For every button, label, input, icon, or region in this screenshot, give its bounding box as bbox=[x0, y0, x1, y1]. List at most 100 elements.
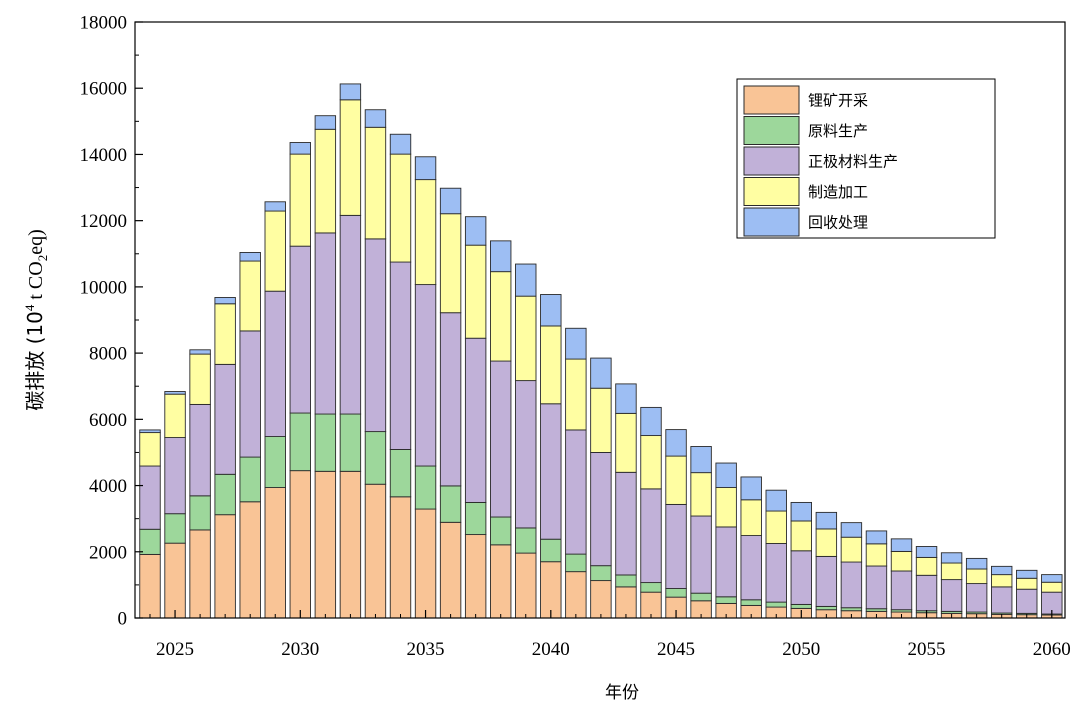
bar-segment bbox=[1016, 569, 1038, 579]
bar-segment bbox=[690, 515, 712, 594]
bar-segment bbox=[840, 607, 863, 612]
y-tick-label: 8000 bbox=[89, 344, 127, 365]
bar-segment bbox=[189, 353, 211, 405]
bar-segment bbox=[264, 290, 286, 438]
bar-segment bbox=[314, 115, 337, 130]
bar-segment bbox=[139, 432, 161, 467]
y-axis: 0 2000 4000 6000 8000 10000 12000 14000 16000 180… bbox=[80, 13, 143, 630]
bar-segment bbox=[339, 470, 362, 619]
bar-segment bbox=[765, 601, 787, 608]
bar-segment bbox=[314, 232, 337, 415]
bar-segment bbox=[139, 553, 161, 619]
bar-segment bbox=[765, 510, 787, 544]
bar-segment bbox=[289, 470, 311, 619]
bar-segment bbox=[189, 349, 211, 355]
x-axis-title: 年份 bbox=[605, 683, 639, 703]
bar-segment bbox=[840, 522, 863, 538]
bar-segment bbox=[590, 357, 612, 389]
bar-segment bbox=[565, 429, 587, 555]
bar-segment bbox=[840, 561, 863, 609]
x-tick-label: 2025 bbox=[156, 639, 194, 660]
bar-segment bbox=[640, 435, 662, 490]
bar-segment bbox=[189, 403, 211, 497]
bar-segment bbox=[464, 337, 487, 503]
bar-segment bbox=[339, 214, 362, 415]
bar-segment bbox=[239, 330, 261, 458]
bar-segment bbox=[314, 128, 337, 234]
x-axis: 2025 2030 2035 2040 2045 2050 2055 2060 bbox=[149, 610, 1071, 660]
bar-segment bbox=[464, 501, 487, 536]
bar-segment bbox=[815, 555, 838, 607]
legend-label: 制造加工 bbox=[808, 183, 868, 201]
legend-label: 回收处理 bbox=[808, 214, 868, 232]
bar-segment bbox=[665, 588, 687, 598]
bar-segment bbox=[414, 465, 437, 510]
x-tick-label: 2055 bbox=[908, 639, 946, 660]
x-tick-label: 2045 bbox=[657, 639, 695, 660]
bar-segment bbox=[314, 470, 337, 619]
bar-segment bbox=[565, 358, 587, 431]
bar-segment bbox=[139, 528, 161, 555]
bar-segment bbox=[590, 565, 612, 582]
bar-segment bbox=[940, 562, 963, 581]
bar-segment bbox=[364, 483, 387, 619]
bar-segment bbox=[540, 561, 562, 619]
bar-segment bbox=[214, 297, 236, 305]
x-tick-label: 2050 bbox=[782, 639, 820, 660]
bar-segment bbox=[264, 436, 286, 488]
bar-segment bbox=[264, 201, 286, 212]
bar-segment bbox=[515, 380, 537, 529]
bar-segment bbox=[865, 565, 888, 610]
bar-segment bbox=[815, 528, 838, 557]
bar-segment bbox=[540, 294, 562, 327]
bar-segment bbox=[214, 303, 236, 365]
bar-segment bbox=[490, 516, 512, 546]
legend-label: 锂矿开采 bbox=[808, 92, 868, 110]
bar-segment bbox=[1016, 588, 1038, 614]
bar-segment bbox=[590, 387, 612, 453]
bar-segment bbox=[314, 413, 337, 472]
y-tick-label: 4000 bbox=[89, 476, 127, 497]
bar-segment bbox=[715, 462, 737, 488]
bar-segment bbox=[439, 213, 462, 314]
bar-segment bbox=[615, 574, 637, 588]
bar-segment bbox=[289, 142, 311, 155]
bar-segment bbox=[790, 550, 812, 605]
bar-segment bbox=[339, 83, 362, 101]
bar-segment bbox=[214, 473, 236, 516]
bar-segment bbox=[515, 552, 537, 619]
bar-segment bbox=[289, 245, 311, 414]
bar-segment bbox=[740, 599, 762, 606]
bar-segment bbox=[364, 126, 387, 240]
y-tick-label: 14000 bbox=[80, 145, 128, 166]
bar-segment bbox=[540, 403, 562, 540]
bar-segment bbox=[164, 542, 186, 619]
bar-segment bbox=[565, 553, 587, 573]
bar-segment bbox=[414, 156, 437, 181]
legend-swatch bbox=[743, 85, 800, 115]
bar-segment bbox=[991, 565, 1013, 576]
bar-segment bbox=[339, 99, 362, 216]
bar-segment bbox=[940, 579, 963, 612]
bar-segment bbox=[740, 499, 762, 537]
bar-segment bbox=[164, 437, 186, 515]
bar-segment bbox=[790, 520, 812, 552]
bar-segment bbox=[965, 583, 988, 613]
bar-segment bbox=[565, 327, 587, 360]
bar-segment bbox=[815, 605, 838, 611]
bar-segment bbox=[264, 210, 286, 292]
bar-segment bbox=[690, 592, 712, 602]
bar-segment bbox=[164, 513, 186, 544]
bar-segment bbox=[164, 391, 186, 395]
bar-segment bbox=[715, 596, 737, 604]
legend-label: 正极材料生产 bbox=[808, 153, 898, 171]
bar-segment bbox=[439, 521, 462, 619]
bar-segment bbox=[965, 568, 988, 585]
legend-swatch bbox=[743, 146, 800, 176]
bar-segment bbox=[490, 360, 512, 518]
bar-segment bbox=[339, 413, 362, 472]
legend-swatch bbox=[743, 177, 800, 206]
bar-segment bbox=[139, 465, 161, 530]
bars-layer bbox=[139, 83, 1063, 619]
y-tick-label: 16000 bbox=[80, 79, 128, 100]
